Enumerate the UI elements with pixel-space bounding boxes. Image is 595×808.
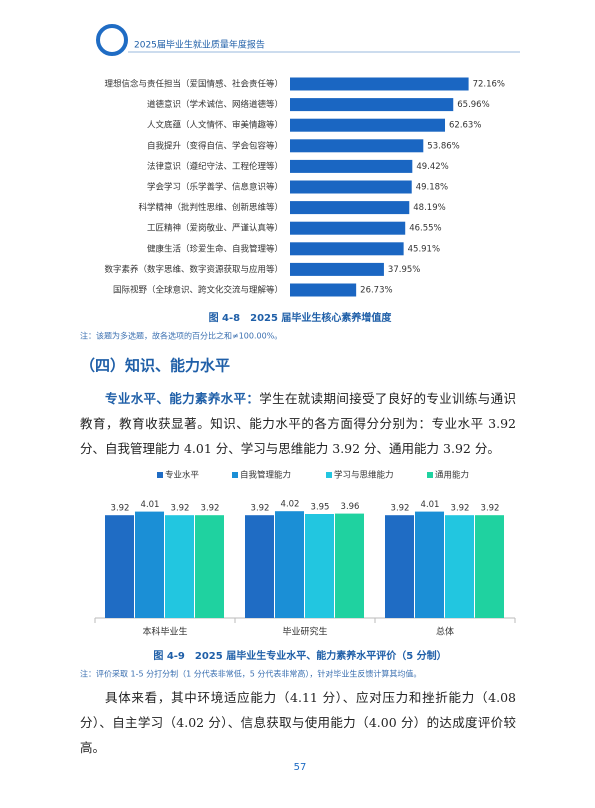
value-label: 4.01 xyxy=(421,500,440,510)
legend-swatch xyxy=(157,472,163,478)
value-label: 48.19% xyxy=(413,203,445,213)
category-label: 健康生活（珍爱生命、自我管理等） xyxy=(147,243,283,254)
bar xyxy=(245,515,274,618)
value-label: 37.95% xyxy=(388,265,420,275)
value-label: 45.91% xyxy=(408,244,440,254)
paragraph-text: 具体来看，其中环境适应能力（4.11 分）、应对压力和挫折能力（4.08 分）、… xyxy=(80,690,516,755)
paragraph: 具体来看，其中环境适应能力（4.11 分）、应对压力和挫折能力（4.08 分）、… xyxy=(80,685,516,760)
category-label: 法律意识（遵纪守法、工程伦理等） xyxy=(147,161,283,172)
bar xyxy=(415,511,444,618)
value-label: 62.63% xyxy=(449,121,481,131)
bar xyxy=(165,515,194,618)
bar xyxy=(385,515,414,618)
bar xyxy=(475,515,504,618)
bar xyxy=(275,511,304,618)
category-label: 人文底蕴（人文情怀、审美情趣等） xyxy=(147,120,283,131)
bar xyxy=(290,201,410,215)
legend-label: 通用能力 xyxy=(435,470,469,481)
legend-label: 专业水平 xyxy=(165,470,200,481)
section-heading: （四）知识、能力水平 xyxy=(80,357,230,375)
value-label: 4.02 xyxy=(281,500,300,510)
legend-swatch xyxy=(232,472,238,478)
value-label: 49.18% xyxy=(416,183,448,193)
value-label: 3.92 xyxy=(251,504,270,514)
value-label: 3.92 xyxy=(171,504,190,514)
value-label: 46.55% xyxy=(409,224,441,234)
category-label: 道德意识（学术诚信、网络道德等） xyxy=(147,99,283,110)
figure-note: 注：该题为多选题，故各选项的百分比之和≠100.00%。 xyxy=(80,331,282,341)
value-label: 3.92 xyxy=(201,504,220,514)
figure-note: 注：评价采取 1-5 分打分制（1 分代表非常低，5 分代表非常高），针对毕业生… xyxy=(80,669,421,679)
value-label: 3.95 xyxy=(311,503,330,513)
category-label: 学会学习（乐学善学、信息意识等） xyxy=(147,182,283,193)
value-label: 72.16% xyxy=(473,80,505,90)
bar xyxy=(305,514,334,618)
legend-label: 学习与思维能力 xyxy=(334,470,394,481)
value-label: 4.01 xyxy=(141,500,160,510)
paragraph-lead: 专业水平、能力素养水平： xyxy=(105,391,260,406)
bar xyxy=(290,242,404,256)
value-label: 49.42% xyxy=(416,162,448,172)
bar xyxy=(290,159,413,173)
logo xyxy=(96,24,128,56)
value-label: 3.92 xyxy=(451,504,470,514)
value-label: 53.86% xyxy=(427,141,459,151)
paragraph-text: 学生在就读期间接受了良好的专业训练与通识教育，教育收获显著。知识、能力水平的各方… xyxy=(80,391,516,456)
bar xyxy=(335,513,364,618)
category-label: 科学精神（批判性思维、创新思维等） xyxy=(138,202,283,213)
figure-caption: 图 4-8 2025 届毕业生核心素养增值度 xyxy=(209,311,393,324)
category-label: 工匠精神（爱岗敬业、严谨认真等） xyxy=(147,223,283,234)
bar xyxy=(290,139,424,153)
category-label: 本科毕业生 xyxy=(142,626,187,638)
page-number: 57 xyxy=(294,762,307,773)
bar xyxy=(195,515,224,618)
category-label: 总体 xyxy=(436,626,454,638)
bar xyxy=(105,515,134,618)
value-label: 3.96 xyxy=(341,502,360,512)
category-label: 国际视野（全球意识、跨文化交流与理解等） xyxy=(113,285,283,296)
bar xyxy=(290,180,412,194)
value-label: 65.96% xyxy=(457,100,489,110)
category-label: 毕业研究生 xyxy=(282,626,327,638)
bar xyxy=(290,118,446,132)
legend-swatch xyxy=(427,472,433,478)
category-label: 数字素养（数字思维、数字资源获取与应用等） xyxy=(104,264,283,275)
bar xyxy=(290,262,384,276)
category-label: 理想信念与责任担当（爱国情感、社会责任等） xyxy=(104,79,283,90)
bar xyxy=(135,511,164,618)
paragraph: 专业水平、能力素养水平：学生在就读期间接受了良好的专业训练与通识教育，教育收获显… xyxy=(80,386,516,461)
legend-swatch xyxy=(326,472,332,478)
bar xyxy=(290,98,454,112)
value-label: 3.92 xyxy=(111,504,130,514)
header-title: 2025届毕业生就业质量年度报告 xyxy=(134,39,265,51)
legend-label: 自我管理能力 xyxy=(240,470,291,481)
category-label: 自我提升（变得自信、学会包容等） xyxy=(147,140,283,151)
bar xyxy=(445,515,474,618)
bar xyxy=(290,221,406,235)
value-label: 3.92 xyxy=(391,504,410,514)
figure-caption: 图 4-9 2025 届毕业生专业水平、能力素养水平评价（5 分制） xyxy=(153,649,446,662)
bar xyxy=(290,283,357,297)
value-label: 3.92 xyxy=(481,504,500,514)
bar xyxy=(290,77,469,91)
value-label: 26.73% xyxy=(360,286,392,296)
